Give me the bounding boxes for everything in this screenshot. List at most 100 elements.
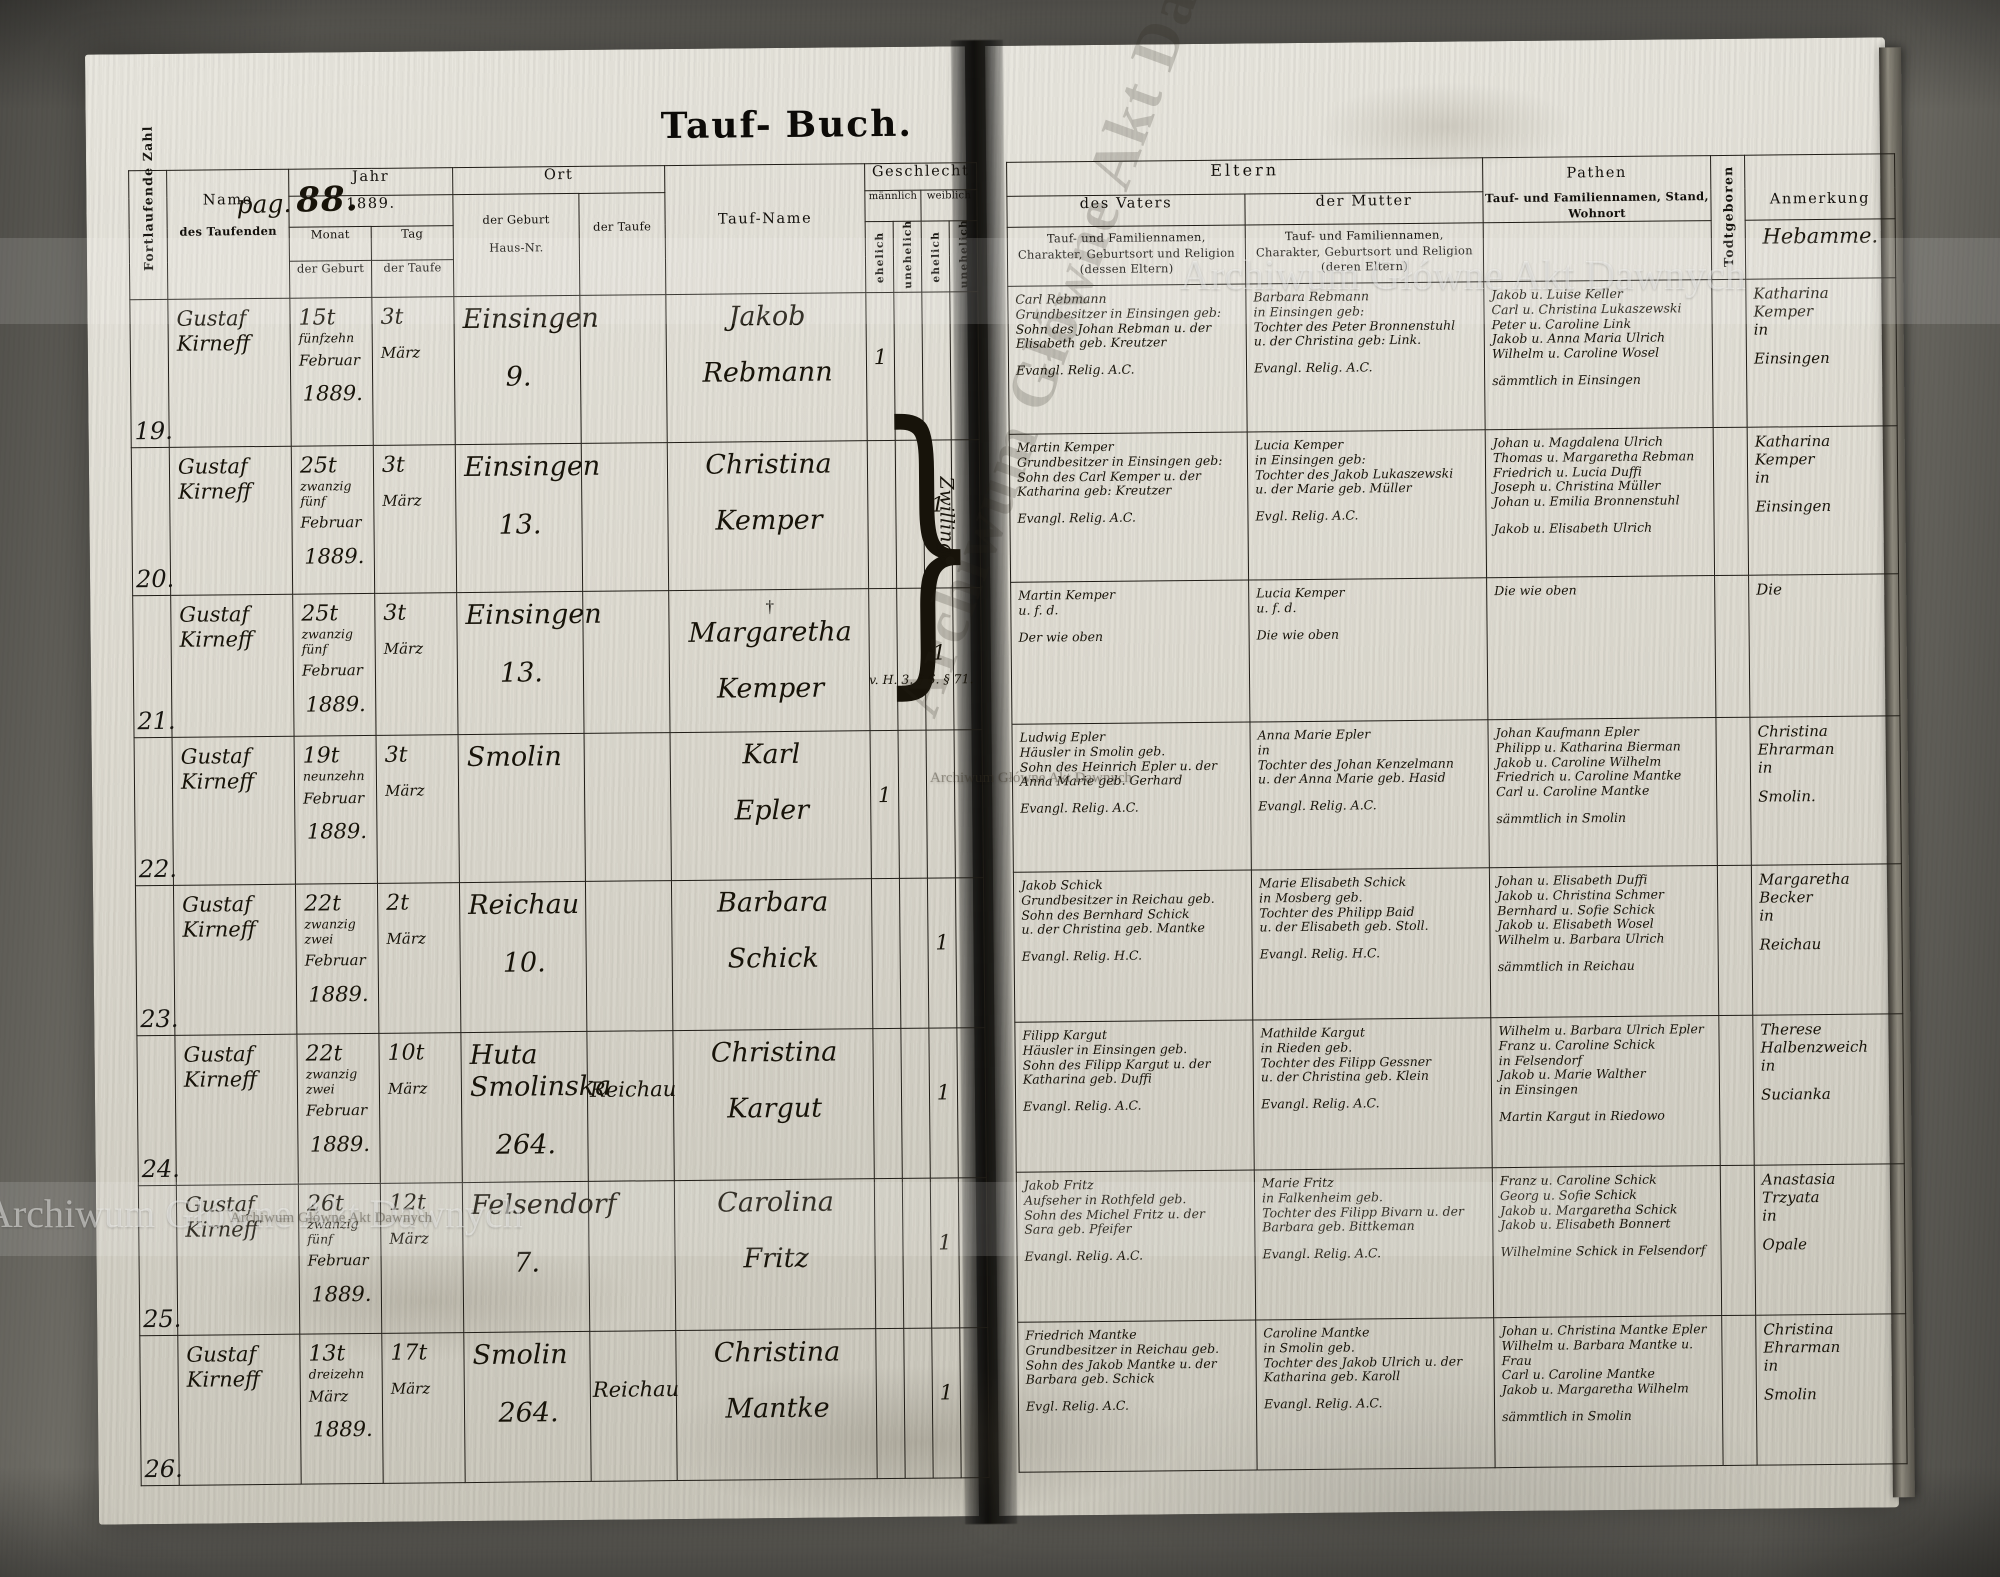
father-details-cell: Martin Kemper u. f. d. Der wie oben — [1010, 580, 1250, 725]
baptism-place — [583, 591, 668, 638]
godparents-details: Die wie oben — [1494, 582, 1577, 599]
baptism-name: Christina Kargut — [673, 1029, 873, 1130]
midwife-note: Die — [1756, 580, 1782, 599]
header-ort: Ort — [452, 165, 665, 195]
birth-month: Februar — [303, 788, 365, 808]
birth-place-cell: Einsingen 13. — [456, 591, 602, 735]
baptism-name-cell: Jakob Rebmann — [665, 292, 868, 443]
table-row: 23. Gustaf Kirneff 22t zwanzig zwei Februar 18… — [135, 877, 985, 1036]
baptism-name: Christina Mantke — [676, 1329, 876, 1430]
birth-date-cell: 15t fünfzehn Februar 1889. — [289, 297, 374, 447]
sex-female-legitimate-cell: 1 — [927, 877, 957, 1029]
stillborn-cell — [1715, 717, 1752, 866]
midwife-note-cell: Anastasia Trzyata in Opale — [1754, 1163, 1906, 1316]
given-name: Barbara — [716, 886, 829, 919]
baptism-day: 3t — [380, 304, 404, 330]
baptism-name: Barbara Schick — [672, 879, 872, 980]
baptism-day: 2t — [386, 890, 410, 916]
sex-male-legitimate-cell — [871, 878, 901, 1029]
baptism-place-cell — [584, 732, 672, 882]
baptism-date-cell: 3t März — [376, 734, 460, 884]
family-name: Rebmann — [702, 356, 833, 389]
birth-month: März — [308, 1386, 349, 1406]
officiant-name: Gustaf Kirneff — [180, 744, 255, 794]
midwife-note-cell: Die — [1748, 573, 1900, 718]
header-jahr-value: 1889. — [288, 194, 454, 228]
baptism-name-cell: Christina Mantke — [675, 1328, 878, 1481]
birth-date: 19t neunzehn Februar 1889. — [295, 736, 377, 849]
header-laufende-zahl: Fortlaufende Zahl — [128, 125, 168, 300]
twins-brace: } — [872, 364, 984, 727]
birth-place-cell: Einsingen 13. — [455, 443, 600, 593]
mother-details: Anna Marie Epler in Tochter des Johan Kenz… — [1257, 726, 1454, 814]
row-number-cell: 24. — [136, 1035, 180, 1186]
baptism-date: 17t März — [382, 1333, 464, 1402]
midwife-note-cell: Margaretha Becker in Reichau — [1751, 863, 1903, 1016]
birth-date-cell: 22t zwanzig zwei Februar 1889. — [296, 1033, 381, 1185]
baptism-name-cell: Carolina Fritz — [674, 1178, 876, 1331]
godparents-details-cell: Franz u. Caroline Schick Georg u. Sofie S… — [1492, 1165, 1722, 1318]
header-monat-sub: der Geburt — [289, 260, 372, 299]
house-number: 13. — [498, 509, 542, 541]
sex-male-illegitimate — [904, 1329, 931, 1381]
house-number: 13. — [499, 657, 544, 689]
table-row: Martin Kemper Grundbesitzer in Einsingen … — [1009, 425, 1899, 583]
row-number: 19. — [134, 416, 173, 446]
row-number: 23. — [140, 1004, 179, 1034]
sex-male-illegitimate — [899, 731, 926, 783]
sex-female-illegitimate-cell — [954, 729, 984, 878]
godparents-details-cell: Johan u. Christina Mantke Epler Wilhelm u… — [1493, 1315, 1724, 1468]
godparents-details: Johan u. Christina Mantke Epler Wilhelm u… — [1501, 1321, 1707, 1425]
baptism-month: März — [384, 781, 425, 800]
family-name: Fritz — [743, 1242, 809, 1275]
father-details: Carl Rebmann Grundbesitzer in Einsingen g… — [1015, 291, 1222, 378]
mother-details: Caroline Mantke in Smolin geb. Tochter des… — [1263, 1324, 1463, 1412]
birth-place-cell: Huta Smolinska 264. — [460, 1031, 612, 1183]
midwife-note: Christina Ehrarman in Smolin. — [1757, 722, 1835, 806]
godparents-details: Wilhelm u. Barbara Ulrich Epler Franz u. … — [1498, 1021, 1704, 1125]
birth-place: Felsendorf 7. — [470, 1188, 617, 1279]
header-eltern: Eltern — [1006, 157, 1483, 197]
sex-male-legitimate: 1 — [877, 782, 892, 808]
sex-male-illegitimate-cell — [902, 1178, 932, 1329]
sex-male-legitimate-cell — [875, 1328, 906, 1479]
header-w-ehelich: ehelich — [921, 220, 950, 293]
father-details: Martin Kemper u. f. d. Der wie oben — [1018, 586, 1116, 645]
godparents-details-cell: Johan u. Elisabeth Duffi Jakob u. Christi… — [1489, 865, 1719, 1018]
given-name: Carolina — [717, 1186, 835, 1219]
row-number-cell: 19. — [129, 299, 173, 448]
midwife-note: Margaretha Becker in Reichau — [1758, 869, 1850, 954]
baptism-place-cell — [579, 294, 668, 444]
baptism-date-cell: 17t März — [381, 1332, 466, 1484]
register-table-left: Fortlaufende Zahl Name des Taufenden Jah… — [128, 125, 990, 1486]
birth-day-word: neunzehn — [302, 767, 365, 784]
header-monat: Monat — [289, 226, 372, 262]
officiant-name: Gustaf Kirneff — [177, 454, 252, 504]
baptism-month: März — [390, 1379, 431, 1398]
birth-day: 15t — [298, 305, 336, 331]
mother-details: Barbara Rebmann in Einsingen geb: Tochter … — [1253, 288, 1456, 376]
birth-date-cell: 19t neunzehn Februar 1889. — [294, 735, 378, 885]
birth-place: Huta Smolinska 264. — [469, 1039, 612, 1161]
birth-date-cell: 13t dreizehn März 1889. — [299, 1333, 384, 1485]
table-row: Filipp Kargut Häusler in Einsingen geb. So… — [1014, 1013, 1905, 1173]
birth-year: 1889. — [308, 982, 369, 1007]
father-details: Jakob Fritz Aufseher in Rothfeld geb. Sohn… — [1023, 1177, 1206, 1264]
baptism-name: Christina Kemper — [668, 441, 868, 542]
sex-female-legitimate-cell: 1 — [931, 1327, 962, 1479]
officiant-name: Gustaf Kirneff — [179, 602, 253, 652]
baptism-place: Reichau — [592, 1377, 680, 1402]
birth-year: 1889. — [306, 819, 368, 844]
sex-female-illegitimate-cell — [956, 1027, 987, 1178]
baptism-date-cell: 3t März — [373, 444, 457, 594]
register-table-right: Eltern Pathen Tauf- und Familiennamen, S… — [1006, 153, 1908, 1473]
godparents-details: Johan u. Elisabeth Duffi Jakob u. Christi… — [1496, 871, 1665, 975]
baptism-place — [582, 443, 667, 490]
officiant-cell: Gustaf Kirneff — [169, 446, 293, 596]
header-vater-sub: Tauf- und Familiennamen, Charakter, Gebu… — [1007, 225, 1246, 287]
house-number: 264. — [498, 1397, 559, 1429]
header-tag-sub: der Taufe — [371, 259, 454, 298]
baptism-date: 3t März — [375, 593, 457, 662]
baptism-date: 3t März — [374, 445, 456, 514]
